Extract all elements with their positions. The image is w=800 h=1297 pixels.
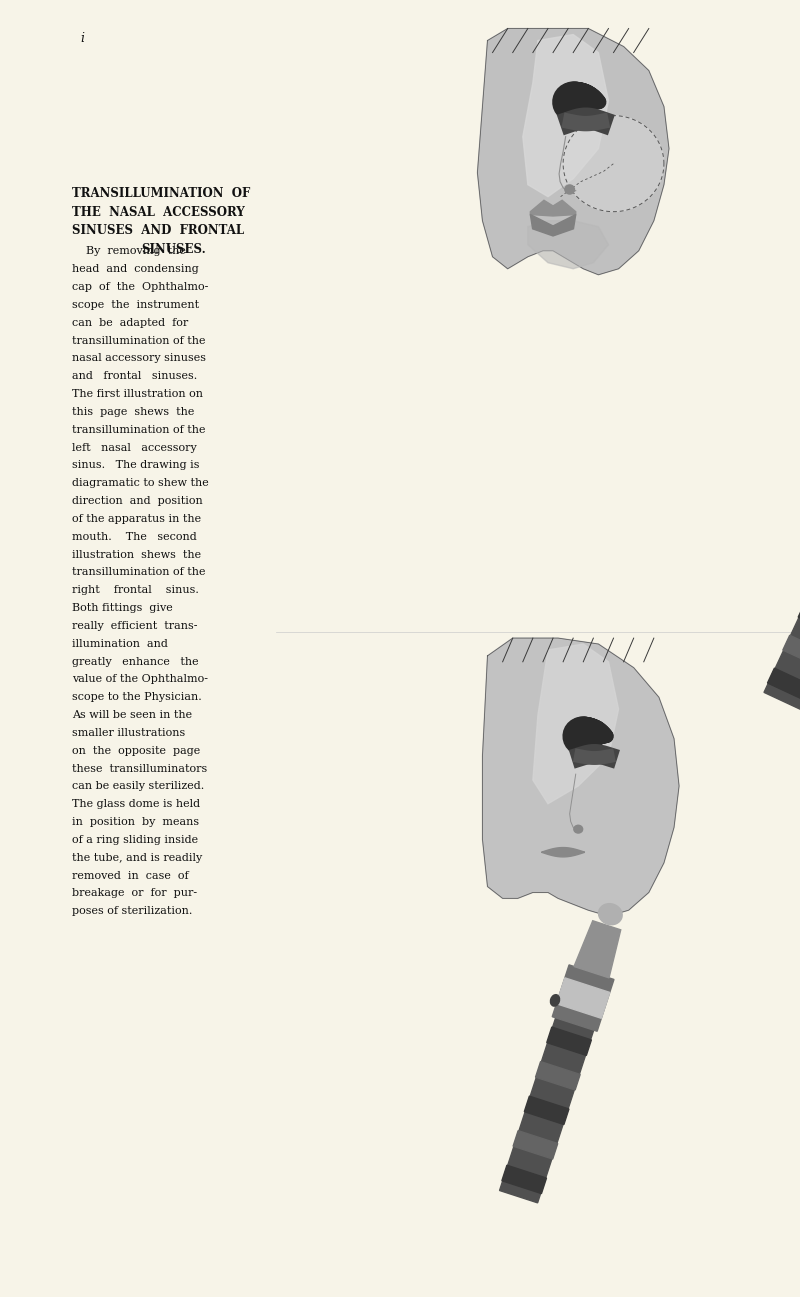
Ellipse shape (598, 904, 622, 925)
Text: smaller illustrations: smaller illustrations (72, 728, 186, 738)
Text: value of the Ophthalmo-: value of the Ophthalmo- (72, 674, 208, 685)
Polygon shape (552, 965, 614, 1031)
Text: these  transilluminators: these transilluminators (72, 764, 207, 773)
Text: right    frontal    sinus.: right frontal sinus. (72, 585, 199, 595)
Text: direction  and  position: direction and position (72, 495, 202, 506)
Text: and   frontal   sinuses.: and frontal sinuses. (72, 371, 198, 381)
Text: illumination  and: illumination and (72, 638, 168, 648)
Text: The glass dome is held: The glass dome is held (72, 799, 200, 809)
Ellipse shape (593, 755, 594, 757)
Polygon shape (530, 200, 576, 217)
Text: head  and  condensing: head and condensing (72, 265, 198, 274)
Text: Both fittings  give: Both fittings give (72, 603, 173, 613)
Polygon shape (764, 528, 800, 709)
Text: the tube, and is readily: the tube, and is readily (72, 853, 202, 863)
Text: SINUSES.: SINUSES. (142, 244, 206, 257)
Text: THE  NASAL  ACCESSORY: THE NASAL ACCESSORY (72, 205, 245, 219)
Text: of a ring sliding inside: of a ring sliding inside (72, 835, 198, 844)
Text: As will be seen in the: As will be seen in the (72, 711, 192, 720)
Polygon shape (478, 29, 669, 275)
Ellipse shape (581, 754, 608, 759)
Text: on  the  opposite  page: on the opposite page (72, 746, 200, 756)
Bar (524, 1096, 569, 1124)
Ellipse shape (586, 119, 590, 125)
Text: can  be  adapted  for: can be adapted for (72, 318, 188, 328)
Text: sinus.   The drawing is: sinus. The drawing is (72, 460, 199, 471)
Ellipse shape (550, 995, 559, 1006)
Text: removed  in  case  of: removed in case of (72, 870, 189, 881)
Polygon shape (523, 35, 609, 197)
Text: greatly   enhance   the: greatly enhance the (72, 656, 198, 667)
Polygon shape (530, 214, 576, 236)
Polygon shape (574, 921, 621, 978)
Polygon shape (533, 645, 618, 804)
Ellipse shape (570, 118, 601, 125)
Text: i: i (80, 32, 84, 45)
Ellipse shape (565, 185, 574, 195)
Text: illustration  shews  the: illustration shews the (72, 550, 201, 559)
Text: breakage  or  for  pur-: breakage or for pur- (72, 888, 197, 899)
Text: diagramatic to shew the: diagramatic to shew the (72, 479, 209, 488)
Text: can be easily sterilized.: can be easily sterilized. (72, 781, 204, 791)
Text: transillumination of the: transillumination of the (72, 568, 206, 577)
Text: nasal accessory sinuses: nasal accessory sinuses (72, 354, 206, 363)
Bar (546, 1027, 591, 1056)
Text: left   nasal   accessory: left nasal accessory (72, 442, 197, 453)
Bar (513, 1131, 558, 1160)
Ellipse shape (592, 754, 594, 759)
Text: in  position  by  means: in position by means (72, 817, 199, 827)
Polygon shape (542, 847, 585, 857)
Polygon shape (563, 115, 664, 211)
Bar (798, 602, 800, 634)
Text: SINUSES  AND  FRONTAL: SINUSES AND FRONTAL (72, 224, 244, 237)
Text: cap  of  the  Ophthalmo-: cap of the Ophthalmo- (72, 281, 208, 292)
Bar (557, 978, 610, 1018)
Polygon shape (528, 220, 609, 268)
Text: By  removing  the: By removing the (72, 246, 186, 257)
Polygon shape (482, 638, 679, 916)
Text: poses of sterilization.: poses of sterilization. (72, 907, 192, 916)
Text: this  page  shews  the: this page shews the (72, 407, 194, 416)
Text: transillumination of the: transillumination of the (72, 336, 206, 345)
Text: of the apparatus in the: of the apparatus in the (72, 514, 201, 524)
Ellipse shape (587, 121, 589, 123)
Bar (535, 1061, 580, 1089)
Text: scope to the Physician.: scope to the Physician. (72, 693, 202, 702)
Bar (783, 636, 800, 668)
Text: really  efficient  trans-: really efficient trans- (72, 621, 198, 630)
Text: transillumination of the: transillumination of the (72, 425, 206, 434)
Text: TRANSILLUMINATION  OF: TRANSILLUMINATION OF (72, 187, 250, 200)
Text: mouth.    The   second: mouth. The second (72, 532, 197, 542)
Bar (502, 1165, 546, 1193)
Bar (767, 668, 800, 700)
Text: scope  the  instrument: scope the instrument (72, 300, 199, 310)
Text: The first illustration on: The first illustration on (72, 389, 203, 399)
Polygon shape (499, 1018, 594, 1202)
Ellipse shape (574, 825, 582, 833)
